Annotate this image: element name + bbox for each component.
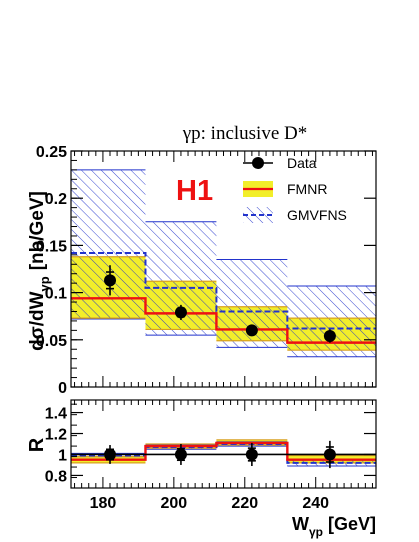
legend-gmvfns-band <box>243 207 273 223</box>
legend-fmnr-label: FMNR <box>287 181 327 197</box>
x-label-sub: γp <box>309 525 323 539</box>
ratio-y-ticks: 0.8 1 1.2 1.4 <box>45 403 376 489</box>
main-fmnr-central-line <box>71 297 376 344</box>
chart-title: γp: inclusive D* <box>182 123 308 144</box>
main-x-ticks <box>74 151 373 387</box>
ratio-lines <box>71 439 376 467</box>
ratio-x-ticks: 180 200 220 240 <box>74 400 373 512</box>
ratio-y-tick-label: 0.8 <box>45 468 67 485</box>
main-data-point <box>104 274 117 287</box>
legend-entry-data: Data <box>243 155 317 171</box>
main-gmvfns-band-bin <box>71 169 146 320</box>
y-label-main: dσ/dW <box>27 291 48 350</box>
ratio-data-point <box>174 448 187 461</box>
main-data-points <box>104 265 336 343</box>
main-y-ticks: 0 0.05 0.1 0.15 0.2 0.25 <box>36 144 376 397</box>
ratio-y-tick-label: 1 <box>58 447 67 464</box>
x-axis-label: Wγp [GeV] <box>292 514 376 539</box>
ratio-data-point <box>245 448 258 461</box>
y-label-sub: γp <box>37 276 52 291</box>
main-lines <box>71 169 376 358</box>
x-label-main: W <box>292 514 309 534</box>
x-tick-label: 180 <box>90 495 117 512</box>
main-y-axis-label: dσ/dWγp [nb/GeV] <box>27 191 52 351</box>
ratio-y-tick-label: 1.4 <box>45 406 67 423</box>
legend-entry-fmnr: FMNR <box>243 181 327 197</box>
ratio-data-points <box>104 440 336 469</box>
y-label-unit: [nb/GeV] <box>27 191 48 270</box>
x-label-unit: [GeV] <box>328 514 376 534</box>
x-tick-label: 200 <box>160 495 187 512</box>
main-data-point <box>245 324 258 337</box>
ratio-panel: 0.8 1 1.2 1.4 180 200 220 240 R Wγp [GeV] <box>26 399 377 539</box>
main-panel: 0 0.05 0.1 0.15 0.2 0.25 H1 dσ/dWγp [nb/GeV] D… <box>27 144 377 397</box>
legend-data-label: Data <box>287 155 317 171</box>
main-y-tick-label: 0.2 <box>45 191 67 208</box>
main-y-tick-label: 0.05 <box>36 333 67 350</box>
main-gmvfns-central-line <box>71 251 376 330</box>
main-y-tick-label: 0.1 <box>45 286 67 303</box>
legend: Data FMNR GMVFNS <box>243 155 347 223</box>
legend-entry-gmvfns: GMVFNS <box>243 207 347 223</box>
main-data-point <box>174 306 187 319</box>
x-tick-label: 240 <box>302 495 329 512</box>
ratio-y-tick-label: 1.2 <box>45 427 67 444</box>
ratio-fmnr-central-line <box>71 441 376 461</box>
ratio-y-axis-label: R <box>26 437 48 452</box>
x-tick-label: 220 <box>231 495 258 512</box>
ratio-data-point <box>104 448 117 461</box>
experiment-label: H1 <box>176 175 213 207</box>
main-gmvfns-band-bin <box>287 285 376 357</box>
main-y-tick-label: 0.25 <box>36 144 67 161</box>
ratio-data-point <box>323 448 336 461</box>
main-data-point <box>323 330 336 343</box>
main-y-tick-label: 0 <box>58 380 67 397</box>
legend-data-marker <box>252 157 264 169</box>
main-y-tick-label: 0.15 <box>36 238 67 255</box>
legend-gmvfns-label: GMVFNS <box>287 207 347 223</box>
